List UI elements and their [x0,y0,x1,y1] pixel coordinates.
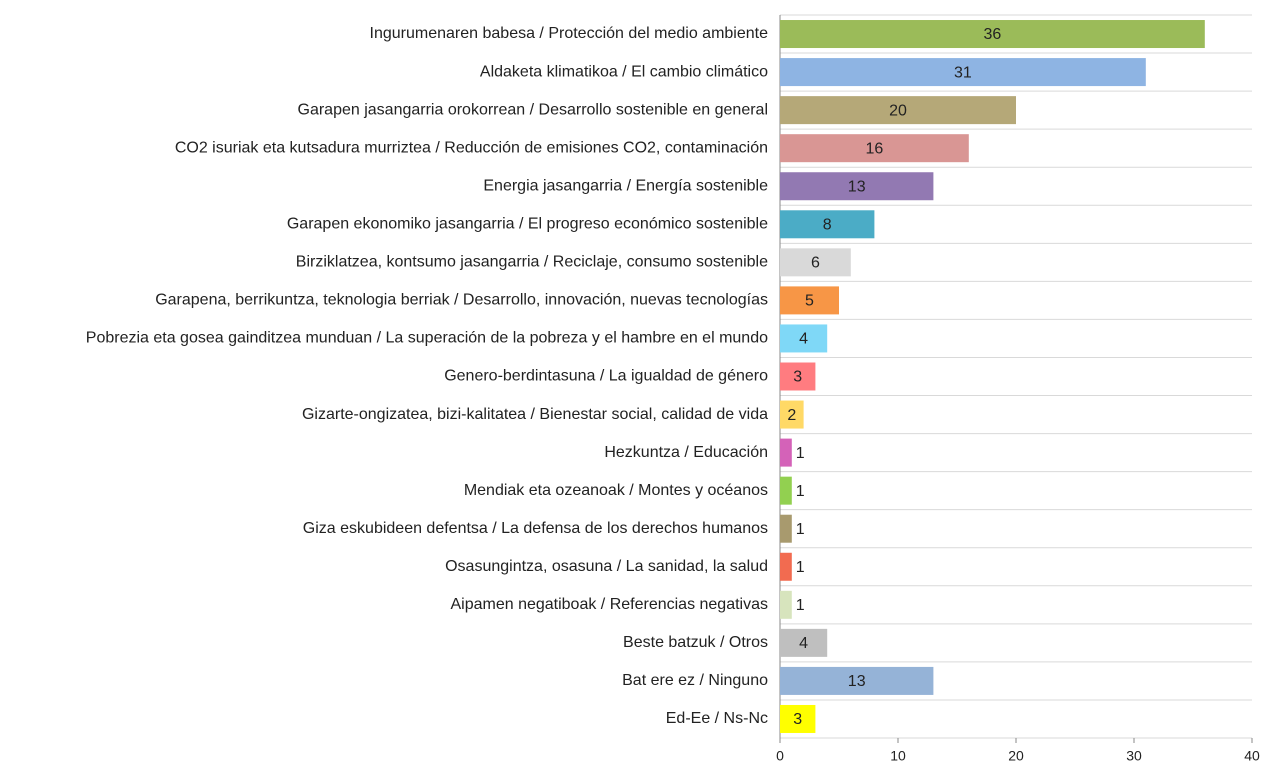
data-label: 4 [799,635,808,652]
bar [780,286,839,315]
bar [780,210,875,239]
data-label: 5 [805,293,814,310]
data-label: 3 [793,369,802,386]
y-tick-label: Aipamen negatiboak / Referencias negativ… [450,596,768,613]
y-tick-label: Beste batzuk / Otros [623,634,768,651]
data-label: 36 [984,26,1002,43]
y-tick-label: Ingurumenaren babesa / Protección del me… [370,25,769,42]
bar [780,628,828,657]
y-tick-label: Osasungintza, osasuna / La sanidad, la s… [445,558,768,575]
y-tick-label: Bat ere ez / Ninguno [622,672,768,689]
y-tick-label: Mendiak eta ozeanoak / Montes y océanos [464,482,768,499]
bar [780,172,934,201]
bar [780,666,934,695]
data-label: 1 [796,445,805,462]
y-tick-label: Garapen ekonomiko jasangarria / El progr… [287,216,768,233]
data-label: 31 [954,64,972,81]
bar [780,248,851,277]
y-tick-label: Ed-Ee / Ns-Nc [666,710,768,727]
data-label: 3 [793,711,802,728]
x-tick-label: 0 [776,748,784,764]
bar [780,58,1146,87]
bar [780,400,804,429]
y-tick-label: Hezkuntza / Educación [604,444,768,461]
bar [780,590,792,619]
data-label: 13 [848,178,866,195]
data-label: 6 [811,255,820,272]
bar [780,20,1205,49]
y-tick-label: Gizarte-ongizatea, bizi-kalitatea / Bien… [302,406,768,423]
data-label: 13 [848,673,866,690]
y-tick-label: Birziklatzea, kontsumo jasangarria / Rec… [296,254,768,271]
data-label: 16 [866,140,884,157]
bar [780,362,816,391]
bar [780,96,1016,125]
data-label: 2 [787,407,796,424]
bar [780,134,969,163]
bar [780,476,792,505]
x-tick-label: 10 [890,748,906,764]
x-tick-label: 20 [1008,748,1024,764]
data-label: 1 [796,559,805,576]
bar [780,438,792,467]
data-label: 4 [799,331,808,348]
bar [780,514,792,543]
bar [780,324,828,353]
y-tick-label: Garapena, berrikuntza, teknologia berria… [155,292,768,309]
y-tick-label: CO2 isuriak eta kutsadura murriztea / Re… [175,139,768,156]
y-tick-label: Aldaketa klimatikoa / El cambio climátic… [480,63,768,80]
y-tick-label: Garapen jasangarria orokorrean / Desarro… [298,101,769,118]
x-tick-label: 40 [1244,748,1260,764]
bar [780,552,792,581]
y-tick-label: Genero-berdintasuna / La igualdad de gén… [444,368,768,385]
bar [780,704,816,733]
data-label: 1 [796,483,805,500]
x-tick-label: 30 [1126,748,1142,764]
data-label: 8 [823,217,832,234]
data-label: 1 [796,597,805,614]
y-tick-label: Energia jasangarria / Energía sostenible [483,177,768,194]
y-tick-label: Giza eskubideen defentsa / La defensa de… [303,520,768,537]
data-label: 1 [796,521,805,538]
y-tick-label: Pobrezia eta gosea gainditzea munduan / … [86,330,768,347]
data-label: 20 [889,102,907,119]
